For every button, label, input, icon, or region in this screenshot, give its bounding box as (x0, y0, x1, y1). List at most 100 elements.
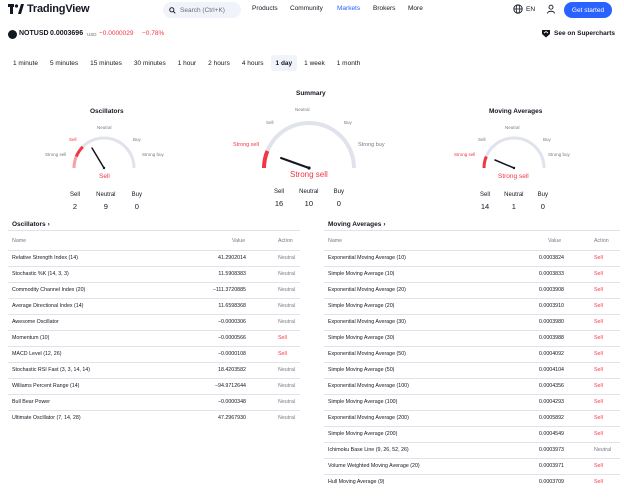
indicator-name[interactable]: Exponential Moving Average (20) (328, 287, 406, 293)
summary-sell-label: Sell (274, 189, 285, 195)
indicator-name[interactable]: Ichimoku Base Line (9, 26, 52, 26) (328, 447, 409, 453)
search-input[interactable]: Search (Ctrl+K) (163, 2, 241, 18)
indicator-value: 0.0003971 (538, 463, 564, 469)
summary-neutral-label: Neutral (299, 189, 319, 195)
indicator-name[interactable]: Hull Moving Average (9) (328, 479, 385, 485)
indicator-value: 0.0004549 (538, 431, 564, 437)
indicator-value: 0.0003980 (538, 319, 564, 325)
moving-averages-counts: Sell 14 Neutral 1 Buy 0 (480, 192, 548, 211)
indicator-name[interactable]: Exponential Moving Average (30) (328, 319, 406, 325)
indicator-name[interactable]: MACD Level (12, 26) (12, 351, 62, 357)
indicator-name[interactable]: Simple Moving Average (50) (328, 367, 395, 373)
get-started-button[interactable]: Get started (564, 2, 612, 18)
moving-averages-neutral-count: 1 (511, 202, 516, 211)
oscillators-table-title[interactable]: Oscillators › (12, 221, 50, 228)
moving-averages-table-title[interactable]: Moving Averages › (328, 221, 386, 228)
tab-1-week[interactable]: 1 week (304, 59, 325, 67)
indicator-value: 0.0004356 (538, 383, 564, 389)
tab-30-minutes[interactable]: 30 minutes (133, 59, 166, 67)
table-row: MACD Level (12, 26) −0.0000108 Sell (8, 346, 300, 362)
moving-averages-sell-label: Sell (480, 192, 491, 198)
tab-1-hour[interactable]: 1 hour (177, 59, 197, 67)
indicator-name[interactable]: Bull Bear Power (12, 399, 50, 405)
moving-averages-label-strong-buy: Strong buy (548, 152, 570, 157)
table-row: Relative Strength Index (14) 41.2902014 Ne… (8, 250, 300, 266)
indicator-name[interactable]: Exponential Moving Average (10) (328, 255, 406, 261)
indicator-action: Sell (278, 335, 287, 341)
moving-averages-gauge-dial (482, 136, 546, 170)
symbol-price: 0.0003696 (50, 30, 84, 37)
tab-1-minute[interactable]: 1 minute (13, 59, 38, 67)
oscillators-sell-count: 2 (72, 202, 78, 211)
indicator-name[interactable]: Awesome Oscillator (12, 319, 59, 325)
indicator-action: Sell (594, 479, 603, 485)
table-row: Simple Moving Average (10) 0.0003833 Sell (324, 266, 620, 282)
indicator-name[interactable]: Simple Moving Average (200) (328, 431, 398, 437)
indicator-name[interactable]: Exponential Moving Average (100) (328, 383, 409, 389)
oscillators-table-title-text: Oscillators (12, 221, 46, 228)
summary-counts: Sell 16 Neutral 10 Buy 0 (274, 189, 344, 208)
supercharts-label: See on Supercharts (554, 30, 616, 37)
chevron-right-icon: › (383, 221, 386, 228)
indicator-name[interactable]: Ultimate Oscillator (7, 14, 28) (12, 415, 81, 421)
moving-averages-label-neutral: Neutral (505, 125, 520, 130)
logo-text: TradingView (27, 3, 90, 15)
top-header: TradingView Search (Ctrl+K) Products Com… (0, 0, 624, 20)
indicator-action: Neutral (278, 287, 296, 293)
moving-averages-buy-label: Buy (537, 192, 548, 198)
tab-2-hours[interactable]: 2 hours (208, 59, 230, 67)
indicator-name[interactable]: Momentum (10) (12, 335, 50, 341)
indicator-name[interactable]: Relative Strength Index (14) (12, 255, 78, 261)
tab-15-minutes[interactable]: 15 minutes (90, 59, 122, 67)
indicator-name[interactable]: Williams Percent Range (14) (12, 383, 80, 389)
nav-markets[interactable]: Markets (337, 5, 361, 12)
indicator-name[interactable]: Average Directional Index (14) (12, 303, 84, 309)
indicator-action: Sell (594, 255, 603, 261)
tab-1-month[interactable]: 1 month (336, 59, 361, 67)
indicator-name[interactable]: Simple Moving Average (20) (328, 303, 395, 309)
moving-averages-gauge-title[interactable]: Moving Averages (489, 108, 543, 115)
oscillators-buy-label: Buy (131, 192, 142, 198)
user-icon[interactable] (546, 4, 556, 14)
symbol-name[interactable]: NOTUSD (19, 30, 49, 37)
table-row: Average Directional Index (14) 11.6598368… (8, 298, 300, 314)
oscillators-gauge-title[interactable]: Oscillators (90, 108, 124, 115)
indicator-name[interactable]: Stochastic RSI Fast (3, 3, 14, 14) (12, 367, 91, 373)
indicator-name[interactable]: Exponential Moving Average (200) (328, 415, 409, 421)
indicator-value: 0.0003973 (538, 447, 564, 453)
moving-averages-label-sell: Sell (478, 137, 486, 142)
moving-averages-col-name: Name (328, 238, 343, 244)
summary-label-buy: Buy (344, 120, 352, 125)
indicator-value: 41.2902014 (218, 255, 246, 261)
nav-community[interactable]: Community (290, 5, 323, 12)
indicator-name[interactable]: Exponential Moving Average (50) (328, 351, 406, 357)
indicator-value: 0.0004104 (538, 367, 564, 373)
indicator-name[interactable]: Simple Moving Average (30) (328, 335, 395, 341)
indicator-action: Sell (594, 399, 603, 405)
table-row: Momentum (10) −0.0000566 Sell (8, 330, 300, 346)
oscillators-label-sell: Sell (69, 137, 77, 142)
indicator-action: Neutral (278, 415, 296, 421)
nav-brokers[interactable]: Brokers (373, 5, 396, 12)
indicator-action: Sell (594, 319, 603, 325)
see-on-supercharts-link[interactable]: See on Supercharts (541, 29, 615, 38)
table-row: Ultimate Oscillator (7, 14, 28) 47.296793… (8, 410, 300, 426)
tab-5-minutes[interactable]: 5 minutes (49, 59, 79, 67)
indicator-name[interactable]: Commodity Channel Index (20) (12, 287, 86, 293)
nav-more[interactable]: More (408, 5, 423, 12)
table-row: Stochastic %K (14, 3, 3) 11.5908383 Neutra… (8, 266, 300, 282)
indicator-name[interactable]: Simple Moving Average (100) (328, 399, 398, 405)
logo[interactable]: TradingView (8, 3, 90, 15)
oscillators-label-strong-buy: Strong buy (142, 152, 164, 157)
language-selector[interactable]: EN (513, 4, 535, 14)
indicator-action: Neutral (278, 399, 296, 405)
tradingview-logo-icon (8, 4, 24, 14)
nav-products[interactable]: Products (252, 5, 278, 12)
indicator-name[interactable]: Simple Moving Average (10) (328, 271, 395, 277)
tab-4-hours[interactable]: 4 hours (241, 59, 264, 67)
indicator-name[interactable]: Volume Weighted Moving Average (20) (328, 463, 420, 469)
table-row: Stochastic RSI Fast (3, 3, 14, 14) 18.420… (8, 362, 300, 378)
tab-1-day[interactable]: 1 day (270, 55, 298, 71)
indicator-action: Sell (594, 335, 603, 341)
indicator-name[interactable]: Stochastic %K (14, 3, 3) (12, 271, 69, 277)
